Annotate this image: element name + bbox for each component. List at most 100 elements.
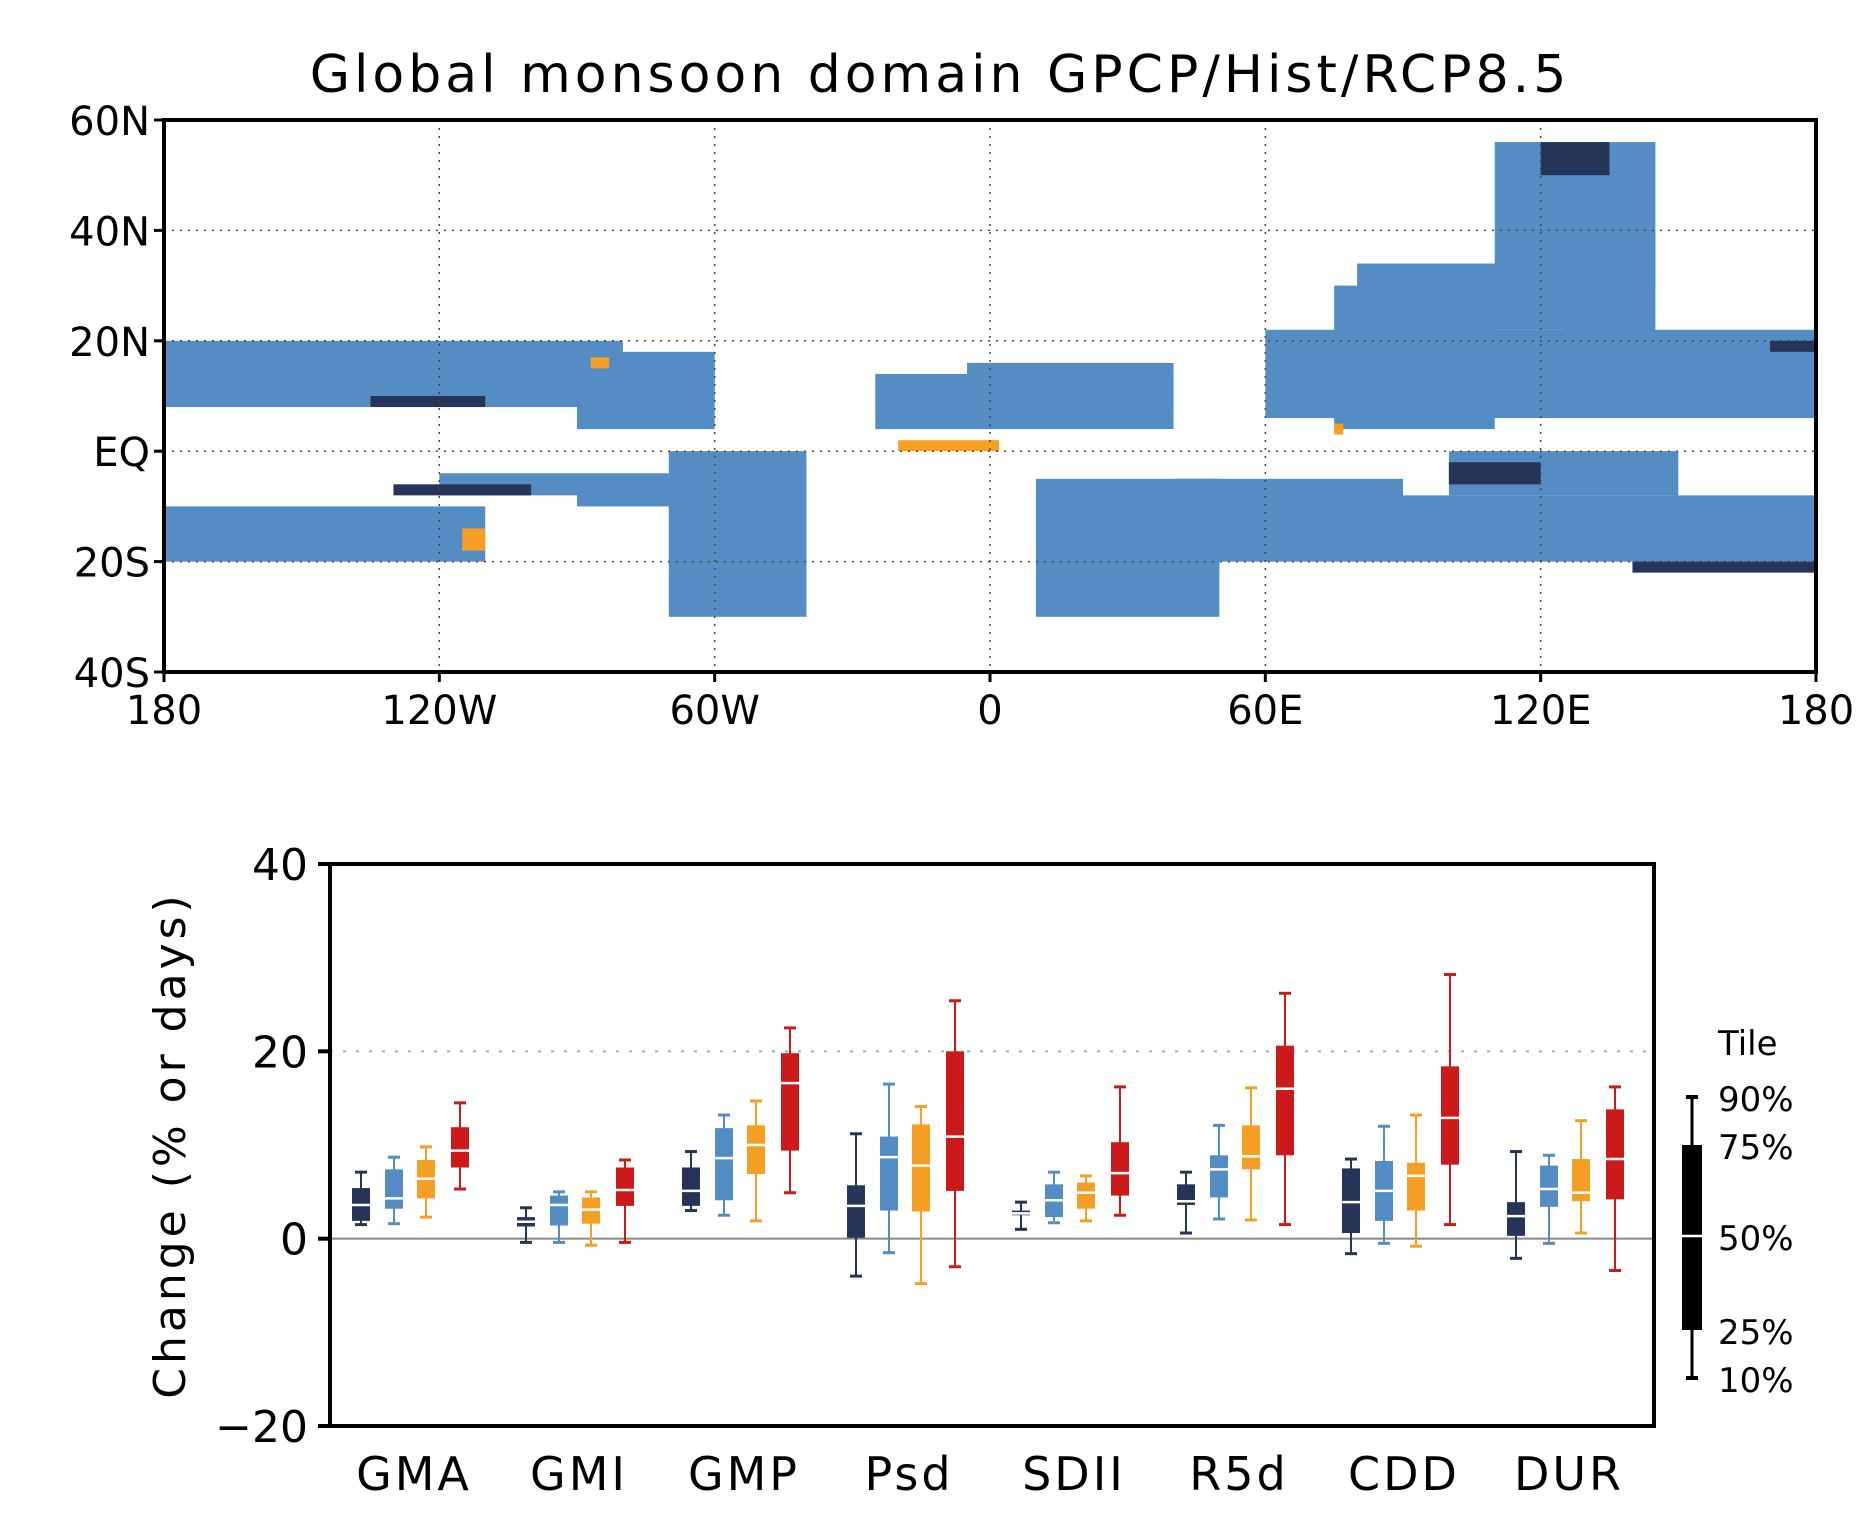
iqr-box [1242, 1125, 1260, 1170]
monsoon-region-navy [1632, 561, 1816, 573]
monsoon-region-blue [967, 362, 1174, 408]
box-psd-series-3 [912, 1105, 930, 1286]
category-label-r5d: R5d [1189, 1447, 1288, 1501]
y-axis-label: Change (% or days) [145, 891, 196, 1398]
legend-label: 75% [1718, 1128, 1794, 1168]
map-xtick-label: 120W [381, 688, 497, 734]
box-cdd-series-3 [1407, 1113, 1425, 1248]
map-title: Global monsoon domain GPCP/Hist/RCP8.5 [310, 45, 1571, 105]
box-gmi-series-3 [582, 1190, 600, 1247]
category-label-gmi: GMI [530, 1447, 628, 1501]
box-r5d-series-3 [1242, 1086, 1260, 1222]
box-ytick-label: 40 [252, 840, 308, 891]
iqr-box [1606, 1109, 1624, 1200]
iqr-box [1210, 1155, 1228, 1198]
box-gma-series-3 [417, 1145, 435, 1219]
box-gma-series-2 [385, 1155, 403, 1226]
box-sdii-series-2 [1045, 1170, 1063, 1225]
box-r5d-series-4 [1276, 991, 1294, 1227]
iqr-box [781, 1053, 799, 1151]
map-xtick-label: 60W [669, 688, 759, 734]
box-gmi-series-4 [616, 1158, 634, 1244]
iqr-box [747, 1125, 765, 1175]
box-sdii-series-4 [1111, 1085, 1129, 1217]
map-xtick-label: 60E [1227, 688, 1303, 734]
box-gmp-series-1 [682, 1150, 700, 1213]
monsoon-region-navy [1540, 142, 1610, 176]
box-frame [328, 862, 1656, 1428]
iqr-box [1540, 1165, 1558, 1207]
monsoon-region-blue [1563, 230, 1656, 341]
box-r5d-series-1 [1177, 1170, 1195, 1235]
monsoon-region-navy [1770, 340, 1816, 352]
category-label-gma: GMA [356, 1447, 472, 1501]
iqr-box [1342, 1168, 1360, 1234]
monsoon-region-blue [668, 451, 807, 617]
monsoon-region-orange [590, 357, 610, 369]
box-cdd-series-4 [1441, 973, 1459, 1227]
monsoon-region-orange [1334, 423, 1344, 435]
iqr-box [912, 1124, 930, 1212]
box-psd-series-4 [946, 999, 964, 1269]
map-xtick-label: 120E [1490, 688, 1592, 734]
box-cdd-series-1 [1342, 1157, 1360, 1256]
category-label-cdd: CDD [1348, 1447, 1460, 1501]
category-label-gmp: GMP [688, 1447, 800, 1501]
legend-box [1682, 1145, 1702, 1330]
box-psd-series-2 [880, 1082, 898, 1255]
category-label-dur: DUR [1514, 1447, 1624, 1501]
iqr-box [451, 1127, 469, 1168]
monsoon-region-navy [1448, 462, 1541, 485]
map-ytick-label: 60N [69, 99, 150, 145]
legend-label: 50% [1718, 1219, 1794, 1259]
box-sdii-series-3 [1077, 1174, 1095, 1223]
map-xtick-label: 0 [977, 688, 1002, 734]
map-ytick-label: EQ [93, 430, 150, 476]
box-sdii-series-1 [1012, 1200, 1030, 1231]
iqr-box [682, 1167, 700, 1206]
iqr-box [1507, 1202, 1525, 1236]
box-gmi-series-2 [550, 1190, 568, 1244]
map-xtick-label: 180 [126, 688, 202, 734]
box-gma-series-4 [451, 1101, 469, 1191]
box-dur-series-4 [1606, 1085, 1624, 1273]
box-ytick-label: 0 [280, 1215, 308, 1266]
map-ytick-label: 40S [74, 651, 150, 697]
iqr-box [1177, 1184, 1195, 1205]
box-gmp-series-3 [747, 1099, 765, 1223]
iqr-box [1276, 1045, 1294, 1156]
legend-label: 10% [1718, 1361, 1794, 1401]
iqr-box [616, 1167, 634, 1206]
map-xtick-label: 180 [1778, 688, 1854, 734]
monsoon-region-navy [393, 484, 532, 496]
iqr-box [847, 1185, 865, 1238]
iqr-box [1441, 1066, 1459, 1165]
box-gmi-series-1 [517, 1206, 535, 1244]
monsoon-region-blue [1173, 478, 1403, 562]
iqr-box [1111, 1142, 1129, 1196]
iqr-box [550, 1195, 568, 1226]
box-psd-series-1 [847, 1132, 865, 1278]
map-frame [162, 118, 1818, 674]
iqr-box [946, 1051, 964, 1191]
monsoon-region-blue [164, 506, 486, 562]
iqr-box [1572, 1159, 1590, 1202]
map-ytick-label: 20S [74, 541, 150, 587]
iqr-box [880, 1136, 898, 1211]
map-ytick-label: 40N [69, 209, 150, 255]
iqr-box [715, 1128, 733, 1201]
iqr-box [1407, 1162, 1425, 1211]
category-label-psd: Psd [864, 1447, 953, 1501]
box-gma-series-1 [352, 1170, 370, 1227]
category-label-sdii: SDII [1022, 1447, 1126, 1501]
box-gmp-series-4 [781, 1026, 799, 1195]
map-regions [164, 142, 1816, 617]
iqr-box [1077, 1182, 1095, 1209]
legend-label: 25% [1718, 1313, 1794, 1353]
map-ytick-label: 20N [69, 320, 150, 366]
box-ytick-label: 20 [252, 1027, 308, 1078]
box-dur-series-3 [1572, 1119, 1590, 1235]
monsoon-region-navy [370, 396, 486, 408]
box-dur-series-1 [1507, 1150, 1525, 1260]
